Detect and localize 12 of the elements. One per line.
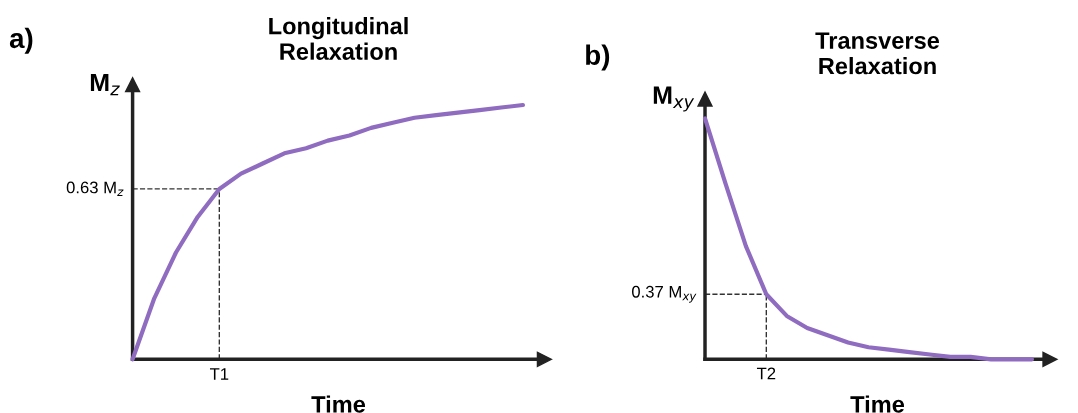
y-axis-title: M$_{z}$ [90,73,120,96]
text: a) [9,27,33,54]
ref-line-label: 0.63 M$_{z}$ [66,181,124,196]
text: T2 [756,367,776,380]
x-axis-title: Time [850,395,905,413]
x-axis-title: Time [311,395,366,413]
text: b) [586,44,610,71]
text: T1 [209,368,229,380]
y-axis-title: M$_{xy}$ [653,86,695,112]
ref-line-label: 0.37 M$_{xy}$ [631,285,697,303]
chart-title: Longitudinal Relaxation [269,17,408,60]
chart-title: Transverse Relaxation [815,32,940,75]
